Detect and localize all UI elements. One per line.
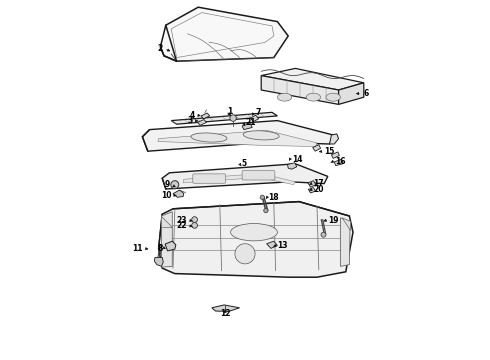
Polygon shape [342,218,350,230]
Text: 9: 9 [164,180,170,189]
Text: 5: 5 [242,159,246,168]
Text: 6: 6 [364,89,369,98]
Ellipse shape [191,133,227,142]
Polygon shape [261,68,364,90]
Polygon shape [162,164,328,189]
Text: 8: 8 [158,244,163,253]
Polygon shape [339,83,364,104]
Polygon shape [267,241,277,248]
Polygon shape [308,188,316,193]
Text: 12: 12 [220,309,230,318]
Circle shape [321,232,326,237]
Polygon shape [160,7,288,61]
FancyBboxPatch shape [193,174,225,183]
Polygon shape [341,218,350,266]
Text: 20: 20 [314,185,324,194]
Polygon shape [159,202,353,277]
Ellipse shape [243,131,279,140]
Polygon shape [171,112,277,124]
Circle shape [171,181,179,189]
Circle shape [260,195,265,199]
Ellipse shape [277,93,292,101]
Polygon shape [158,130,317,147]
Text: 2: 2 [157,44,162,53]
Text: 18: 18 [269,194,279,202]
Ellipse shape [306,93,320,101]
Text: 13: 13 [277,241,288,250]
Ellipse shape [231,224,277,241]
Circle shape [230,115,236,121]
Text: 16: 16 [335,157,345,166]
Polygon shape [154,257,163,266]
Text: 17: 17 [314,179,324,188]
Polygon shape [162,216,172,227]
Polygon shape [162,212,172,267]
Circle shape [264,208,268,213]
Polygon shape [143,121,333,151]
Polygon shape [197,120,206,125]
Text: 1: 1 [227,107,232,116]
Polygon shape [331,152,339,158]
Text: 7: 7 [256,108,261,117]
Text: 11: 11 [132,244,143,253]
Text: 14: 14 [292,154,302,163]
Polygon shape [308,181,316,187]
Polygon shape [201,113,210,119]
Polygon shape [183,174,295,185]
Polygon shape [173,190,184,197]
Polygon shape [250,115,259,122]
Circle shape [235,244,255,264]
Text: 22: 22 [176,221,187,230]
Polygon shape [330,134,339,144]
Polygon shape [242,123,252,130]
FancyBboxPatch shape [242,171,275,180]
Text: 4: 4 [189,111,195,120]
Text: 3: 3 [188,116,193,125]
Text: 21: 21 [245,118,255,127]
Text: 23: 23 [176,216,187,225]
Polygon shape [172,181,179,186]
Text: 19: 19 [328,216,338,225]
Ellipse shape [326,93,341,101]
Text: 15: 15 [324,147,335,156]
Polygon shape [288,163,297,169]
Circle shape [192,222,197,228]
Polygon shape [212,305,240,311]
Circle shape [192,217,197,222]
Text: 10: 10 [161,191,171,199]
Polygon shape [334,159,343,166]
Polygon shape [261,76,339,104]
Polygon shape [313,145,320,151]
Polygon shape [165,241,176,251]
